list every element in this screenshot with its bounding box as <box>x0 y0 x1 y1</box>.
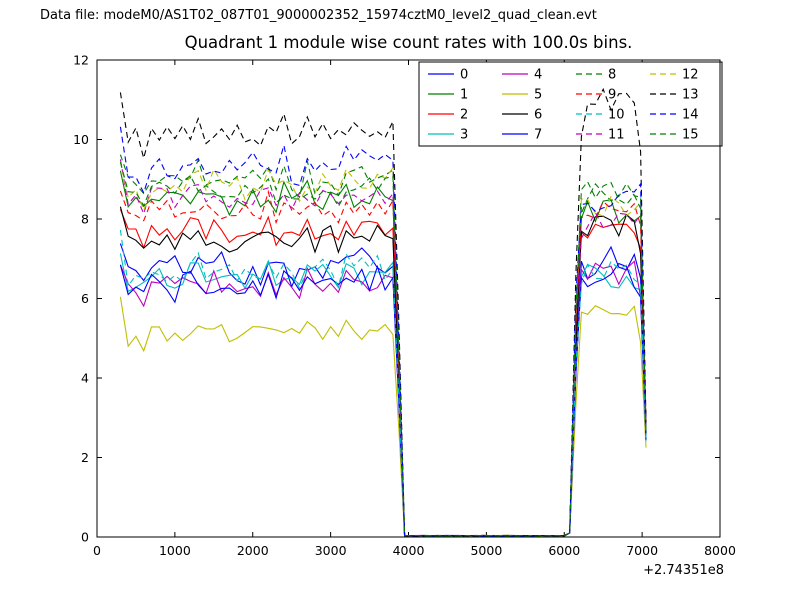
svg-text:7000: 7000 <box>626 543 658 558</box>
svg-text:8: 8 <box>608 68 616 83</box>
svg-text:0: 0 <box>460 68 468 83</box>
svg-text:4000: 4000 <box>393 543 425 558</box>
svg-text:6000: 6000 <box>548 543 580 558</box>
svg-text:8: 8 <box>81 212 89 227</box>
svg-text:13: 13 <box>682 88 699 103</box>
svg-text:3: 3 <box>460 128 468 143</box>
svg-text:8000: 8000 <box>704 543 736 558</box>
svg-text:2: 2 <box>460 108 468 123</box>
datafile-label: Data file: modeM0/AS1T02_087T01_90000023… <box>40 8 597 23</box>
svg-text:1: 1 <box>460 88 468 103</box>
svg-text:3000: 3000 <box>315 543 347 558</box>
svg-text:+2.74351e8: +2.74351e8 <box>643 563 724 578</box>
chart-title: Quadrant 1 module wise count rates with … <box>184 33 633 52</box>
svg-text:5000: 5000 <box>470 543 502 558</box>
svg-text:15: 15 <box>682 128 699 143</box>
svg-text:2000: 2000 <box>237 543 269 558</box>
svg-text:9: 9 <box>608 88 616 103</box>
svg-text:12: 12 <box>682 68 699 83</box>
svg-text:4: 4 <box>534 68 542 83</box>
svg-text:2: 2 <box>81 450 89 465</box>
svg-text:4: 4 <box>81 371 89 386</box>
svg-text:0: 0 <box>81 530 89 545</box>
svg-text:1000: 1000 <box>159 543 191 558</box>
svg-text:7: 7 <box>534 128 542 143</box>
svg-text:11: 11 <box>608 128 625 143</box>
svg-text:10: 10 <box>73 132 89 147</box>
svg-text:6: 6 <box>534 108 542 123</box>
svg-text:14: 14 <box>682 108 699 123</box>
svg-text:12: 12 <box>73 53 89 68</box>
svg-text:10: 10 <box>608 108 625 123</box>
svg-text:6: 6 <box>81 291 89 306</box>
svg-text:5: 5 <box>534 88 542 103</box>
svg-text:0: 0 <box>93 543 101 558</box>
